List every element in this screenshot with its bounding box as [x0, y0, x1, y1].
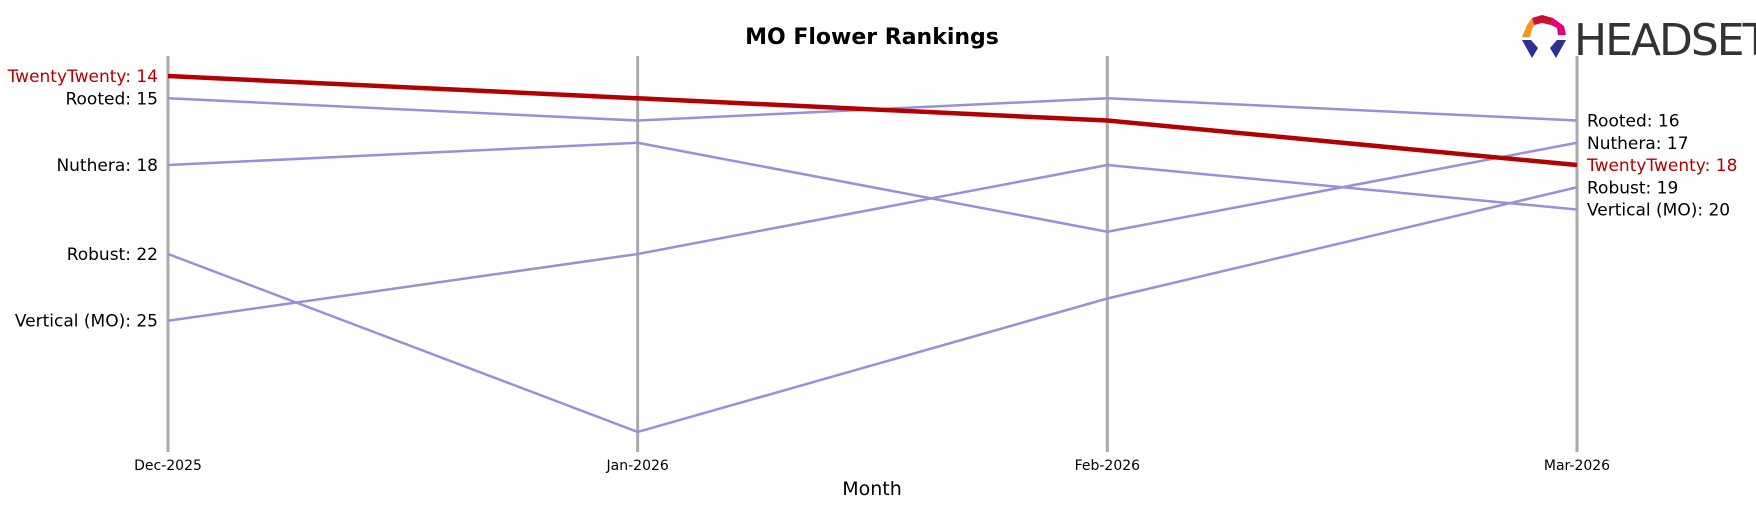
chart-title: MO Flower Rankings [745, 25, 999, 50]
x-tick-label: Dec-2025 [134, 458, 202, 474]
series-line [167, 73, 1578, 168]
series-line [167, 141, 1578, 234]
series-end-label: Robust: 19 [1587, 178, 1678, 198]
series-lines [167, 73, 1578, 434]
x-tick-label: Feb-2026 [1075, 458, 1141, 474]
x-tick-label: Jan-2026 [606, 458, 669, 474]
series-line [167, 163, 1578, 322]
x-axis-ticks: Dec-2025 Jan-2026 Feb-2026 Mar-2026 [134, 458, 1610, 474]
series-end-label: TwentyTwenty: 18 [1586, 156, 1737, 176]
series-start-label: Rooted: 15 [65, 89, 158, 109]
series-end-label: Nuthera: 17 [1587, 134, 1689, 154]
series-start-label: Vertical (MO): 25 [15, 312, 158, 332]
series-line [167, 186, 1578, 434]
series-end-label: Rooted: 16 [1587, 112, 1680, 132]
series-labels: TwentyTwenty: 14 TwentyTwenty: 18 Rooted: … [7, 67, 1738, 332]
headset-logo-mark [1522, 15, 1566, 58]
series-start-label: TwentyTwenty: 14 [7, 67, 158, 87]
headset-logo-text: HEADSET [1574, 15, 1756, 66]
x-axis-label: Month [842, 478, 902, 500]
headset-logo: HEADSET [1522, 15, 1756, 66]
x-tick-label: Mar-2026 [1544, 458, 1610, 474]
vertical-gridlines [166, 56, 1579, 452]
series-end-label: Vertical (MO): 20 [1587, 201, 1730, 221]
series-start-label: Robust: 22 [67, 245, 158, 265]
series-start-label: Nuthera: 18 [56, 156, 158, 176]
